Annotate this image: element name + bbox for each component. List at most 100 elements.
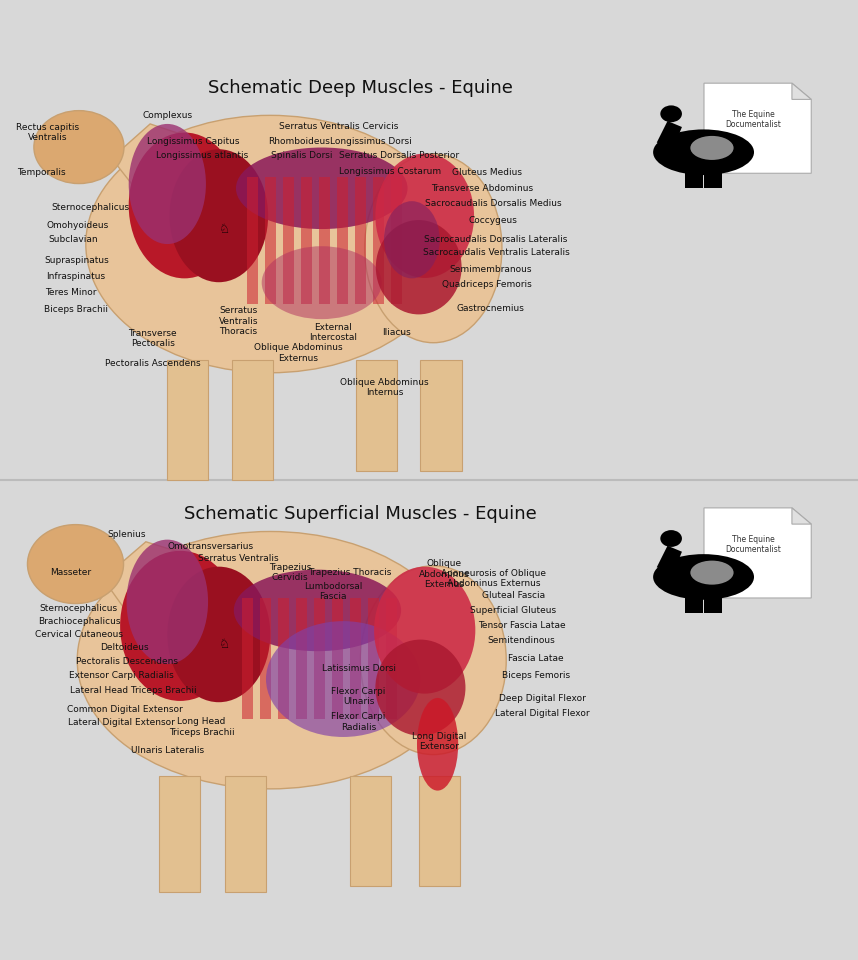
Bar [686,164,696,188]
Text: Serratus
Ventralis
Thoracis: Serratus Ventralis Thoracis [219,306,258,336]
Text: Ulnaris Lateralis: Ulnaris Lateralis [130,746,204,755]
Ellipse shape [661,530,682,547]
Bar [356,360,397,471]
Text: Longissimus atlantis: Longissimus atlantis [155,151,248,160]
Polygon shape [112,124,219,223]
Bar [337,178,348,304]
Text: Common Digital Extensor: Common Digital Extensor [67,706,182,714]
Text: Deep Digital Flexor: Deep Digital Flexor [498,694,586,704]
Bar [296,598,307,718]
Text: Transverse Abdominus: Transverse Abdominus [431,183,534,193]
Ellipse shape [376,639,465,735]
Ellipse shape [236,148,408,229]
Ellipse shape [417,698,458,791]
Text: Lateral Head Triceps Brachii: Lateral Head Triceps Brachii [69,685,196,695]
Ellipse shape [262,246,382,319]
Polygon shape [792,508,812,524]
Ellipse shape [691,136,734,160]
Text: Coccygeus: Coccygeus [469,216,517,225]
Text: Oblique Abdominus
Externus: Oblique Abdominus Externus [254,344,343,363]
Text: Sternocephalicus: Sternocephalicus [51,203,130,211]
Bar [167,360,208,480]
Text: Extensor Carpi Radialis: Extensor Carpi Radialis [69,671,174,680]
Text: Complexus: Complexus [142,110,192,120]
Text: Aponeurosis of Oblique
Abdominus Externus: Aponeurosis of Oblique Abdominus Externu… [441,569,546,588]
Text: Cervical Cutaneous: Cervical Cutaneous [35,630,123,639]
Bar [704,589,715,613]
Bar [373,178,384,304]
Bar [265,178,276,304]
Text: Temporalis: Temporalis [17,168,65,178]
Text: Superficial Gluteus: Superficial Gluteus [470,606,556,615]
Text: Schematic Deep Muscles - Equine: Schematic Deep Muscles - Equine [208,79,513,97]
Text: Pectoralis Descendens: Pectoralis Descendens [76,658,178,666]
Text: Splenius: Splenius [108,530,146,539]
Text: Biceps Brachii: Biceps Brachii [44,304,107,314]
Text: Deltoideus: Deltoideus [100,643,148,652]
Ellipse shape [653,130,754,175]
Text: Infraspinatus: Infraspinatus [46,272,105,281]
Bar [386,598,397,718]
Bar [350,598,361,718]
Ellipse shape [127,540,208,664]
Text: Oblique
Abdominus
Externus: Oblique Abdominus Externus [419,560,470,589]
Text: Pectoralis Ascendens: Pectoralis Ascendens [105,359,201,368]
Bar [692,164,703,188]
Bar [283,178,294,304]
Bar [419,776,460,886]
Bar [355,178,366,304]
Bar [242,598,253,718]
Bar [711,589,722,613]
Bar [247,178,258,304]
Bar [391,178,402,304]
Polygon shape [103,541,216,647]
Ellipse shape [120,551,240,701]
Text: ♘: ♘ [219,638,231,651]
Text: Rhomboideus: Rhomboideus [268,136,329,146]
Text: Omohyoideus: Omohyoideus [46,221,108,229]
Bar [278,598,289,718]
Bar [314,598,325,718]
Text: Trapezius
Cervidis: Trapezius Cervidis [269,563,311,583]
Polygon shape [792,84,812,100]
Bar [225,776,266,892]
Bar [420,360,462,471]
Ellipse shape [266,621,420,737]
Bar [260,598,271,718]
Polygon shape [656,545,682,572]
Ellipse shape [77,532,463,789]
Text: Sacrocaudalis Ventralis Lateralis: Sacrocaudalis Ventralis Lateralis [422,248,570,257]
Text: Semimembranous: Semimembranous [450,265,532,275]
Ellipse shape [691,561,734,585]
Text: Gluteus Medius: Gluteus Medius [452,168,523,178]
Text: Brachiocephalicus: Brachiocephalicus [38,617,120,626]
Text: Biceps Femoris: Biceps Femoris [502,671,571,680]
Text: Schematic Superficial Muscles - Equine: Schematic Superficial Muscles - Equine [184,505,537,523]
Ellipse shape [376,220,462,315]
Text: Serratus Dorsalis Posterior: Serratus Dorsalis Posterior [339,151,459,160]
Polygon shape [704,84,812,173]
Text: Trapezius Thoracis: Trapezius Thoracis [308,568,392,577]
Text: Lateral Digital Extensor: Lateral Digital Extensor [69,718,175,728]
Ellipse shape [233,569,402,651]
Ellipse shape [376,154,474,278]
Bar [686,589,696,613]
Ellipse shape [360,565,506,755]
Text: Longissimus Capitus: Longissimus Capitus [147,136,239,146]
Ellipse shape [27,524,124,604]
Text: Gluteal Fascia: Gluteal Fascia [481,591,545,600]
Text: Fascia Latae: Fascia Latae [509,654,564,663]
Bar [332,598,343,718]
Text: Lumbodorsal
Fascia: Lumbodorsal Fascia [304,582,362,601]
Ellipse shape [384,202,439,278]
Polygon shape [704,508,812,598]
Bar [692,589,703,613]
Bar [711,164,722,188]
Text: The Equine
Documentalist: The Equine Documentalist [725,110,782,130]
Text: External
Intercostal: External Intercostal [309,323,357,342]
Text: Flexor Carpi
Ulnaris: Flexor Carpi Ulnaris [331,686,386,706]
Text: The Equine
Documentalist: The Equine Documentalist [725,535,782,554]
Ellipse shape [653,554,754,600]
Text: Teres Minor: Teres Minor [45,288,96,298]
Text: Flexor Carpi
Radialis: Flexor Carpi Radialis [331,712,386,732]
